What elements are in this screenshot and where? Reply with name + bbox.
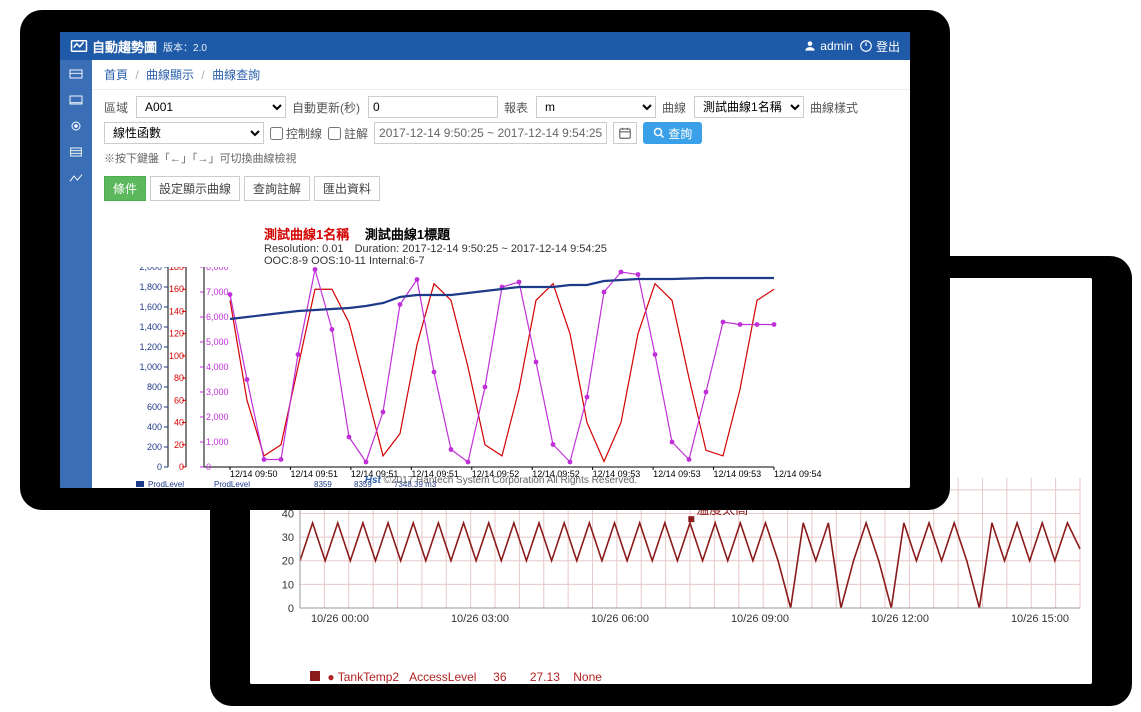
svg-text:30: 30: [282, 532, 294, 544]
tab-conditions[interactable]: 條件: [104, 176, 146, 201]
svg-text:0: 0: [288, 603, 294, 615]
svg-text:400: 400: [147, 422, 162, 432]
chart-title: 測試曲線1名稱 測試曲線1標題: [134, 224, 898, 243]
filter-row-2: 線性函數 控制線 註解 2017-12-14 9:50:25 ~ 2017-12…: [92, 120, 910, 148]
app-version: 版本：2.0: [163, 39, 207, 54]
svg-text:600: 600: [147, 402, 162, 412]
rail-item-4[interactable]: [66, 144, 86, 160]
svg-text:3,000: 3,000: [206, 387, 229, 397]
svg-text:200: 200: [147, 442, 162, 452]
style-label: 曲線樣式: [810, 99, 858, 116]
user-icon: [803, 39, 817, 53]
crumb-b[interactable]: 曲線查詢: [212, 68, 260, 82]
keyboard-hint: ※按下鍵盤「←」「→」可切換曲線檢視: [92, 148, 910, 172]
ctrl-line-checkbox[interactable]: 控制線: [270, 125, 322, 142]
svg-text:1,400: 1,400: [139, 322, 162, 332]
svg-text:10/26 15:00: 10/26 15:00: [1011, 613, 1069, 625]
svg-text:800: 800: [147, 382, 162, 392]
svg-text:10/26 03:00: 10/26 03:00: [451, 613, 509, 625]
svg-text:10: 10: [282, 579, 294, 591]
logout-icon: [859, 39, 873, 53]
rail-item-1[interactable]: [66, 66, 86, 82]
svg-text:120: 120: [169, 329, 184, 339]
front-screen: 自動趨勢圖 版本：2.0 admin 登出: [60, 32, 910, 488]
tablet-front-frame: 自動趨勢圖 版本：2.0 admin 登出: [20, 10, 950, 510]
svg-text:40: 40: [282, 508, 294, 520]
anno-checkbox[interactable]: 註解: [328, 125, 368, 142]
crumb-home[interactable]: 首頁: [104, 68, 128, 82]
crumb-a[interactable]: 曲線顯示: [146, 68, 194, 82]
zone-select[interactable]: A001: [136, 96, 286, 118]
svg-text:2,000: 2,000: [139, 267, 162, 272]
svg-text:140: 140: [169, 306, 184, 316]
back-legend: ● TankTemp2 AccessLevel 36 27.13 None: [310, 670, 602, 684]
svg-text:0: 0: [179, 462, 184, 472]
svg-text:80: 80: [174, 373, 184, 383]
curve-label: 曲線: [662, 99, 686, 116]
tab-query-anno[interactable]: 查詢註解: [244, 176, 310, 201]
user-button[interactable]: admin: [803, 39, 853, 53]
filter-row-1: 區域 A001 自動更新(秒) 報表 m 曲線 測試曲線1名稱 曲線樣式: [92, 90, 910, 120]
svg-text:0: 0: [206, 462, 211, 472]
daterange-display[interactable]: 2017-12-14 9:50:25 ~ 2017-12-14 9:54:25: [374, 122, 607, 144]
left-rail: [60, 60, 92, 488]
svg-text:10/26 09:00: 10/26 09:00: [731, 613, 789, 625]
rail-item-5[interactable]: [66, 170, 86, 186]
refresh-label: 自動更新(秒): [292, 99, 360, 116]
svg-text:8,000: 8,000: [206, 267, 229, 272]
search-button[interactable]: 查詢: [643, 122, 702, 144]
tab-export[interactable]: 匯出資料: [314, 176, 380, 201]
svg-text:1,200: 1,200: [139, 342, 162, 352]
search-icon: [653, 127, 665, 139]
topbar: 自動趨勢圖 版本：2.0 admin 登出: [60, 32, 910, 60]
zone-label: 區域: [104, 99, 128, 116]
logo-icon: [70, 38, 88, 54]
svg-text:10/26 00:00: 10/26 00:00: [311, 613, 369, 625]
chart-ooc: OOC:8-9 OOS:10-11 Internal:6-7: [134, 255, 898, 267]
svg-text:10/26 06:00: 10/26 06:00: [591, 613, 649, 625]
svg-text:10/26 12:00: 10/26 12:00: [871, 613, 929, 625]
svg-text:60: 60: [174, 395, 184, 405]
svg-text:20: 20: [282, 556, 294, 568]
calendar-icon: [618, 126, 632, 140]
svg-text:4,000: 4,000: [206, 362, 229, 372]
svg-text:7,000: 7,000: [206, 287, 229, 297]
app-title: 自動趨勢圖: [92, 37, 157, 56]
svg-text:160: 160: [169, 284, 184, 294]
logout-button[interactable]: 登出: [859, 38, 900, 55]
chart-subtitle: Resolution: 0.01 Duration: 2017-12-14 9:…: [134, 243, 898, 255]
tabs: 條件 設定顯示曲線 查詢註解 匯出資料: [92, 172, 910, 205]
breadcrumb: 首頁 / 曲線顯示 / 曲線查詢: [92, 60, 910, 90]
report-label: 報表: [504, 99, 528, 116]
svg-text:20: 20: [174, 440, 184, 450]
svg-text:1,600: 1,600: [139, 302, 162, 312]
svg-text:180: 180: [169, 267, 184, 272]
calendar-button[interactable]: [613, 122, 637, 144]
svg-text:0: 0: [157, 462, 162, 472]
svg-text:5,000: 5,000: [206, 337, 229, 347]
rail-item-2[interactable]: [66, 92, 86, 108]
svg-text:1,000: 1,000: [139, 362, 162, 372]
svg-text:40: 40: [174, 418, 184, 428]
svg-text:1,000: 1,000: [206, 437, 229, 447]
tab-display-curves[interactable]: 設定顯示曲線: [150, 176, 240, 201]
rail-item-3[interactable]: [66, 118, 86, 134]
curve-select[interactable]: 測試曲線1名稱: [694, 96, 804, 118]
footer: Hst ©2017 Hantech System Corporation All…: [92, 473, 910, 488]
svg-text:1,800: 1,800: [139, 282, 162, 292]
func-select[interactable]: 線性函數: [104, 122, 264, 144]
main-chart: 測試曲線1名稱 測試曲線1標題 Resolution: 0.01 Duratio…: [134, 224, 898, 462]
main-chart-svg: 02004006008001,0001,2001,4001,6001,8002,…: [134, 267, 910, 488]
report-select[interactable]: m: [536, 96, 656, 118]
svg-text:100: 100: [169, 351, 184, 361]
refresh-input[interactable]: [368, 96, 498, 118]
content: 首頁 / 曲線顯示 / 曲線查詢 區域 A001 自動更新(秒) 報表 m 曲線…: [92, 60, 910, 488]
svg-text:2,000: 2,000: [206, 412, 229, 422]
svg-text:6,000: 6,000: [206, 312, 229, 322]
